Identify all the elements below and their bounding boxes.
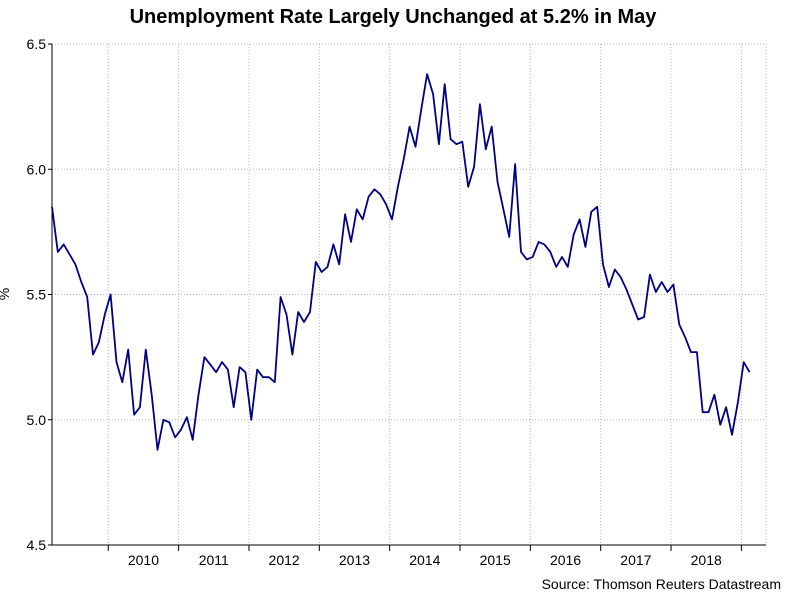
x-tick-label: 2011 <box>199 552 229 568</box>
series-line-unemployment-rate <box>51 73 751 451</box>
chart-title: Unemployment Rate Largely Unchanged at 5… <box>130 6 658 28</box>
x-tick-label: 2013 <box>339 552 370 568</box>
x-tick-label: 2015 <box>480 552 511 568</box>
source-note: Source: Thomson Reuters Datastream <box>542 576 781 592</box>
y-tick-label: 6.5 <box>27 36 47 52</box>
y-axis-label: % <box>0 288 12 300</box>
y-tick-label: 5.0 <box>27 412 47 428</box>
x-tick-label: 2014 <box>409 552 440 568</box>
y-tick-label: 4.5 <box>27 537 47 553</box>
y-tick-labels: 4.5 5.0 5.5 6.0 6.5 <box>27 36 47 553</box>
x-tick-label: 2010 <box>128 552 159 568</box>
x-tick-label: 2016 <box>550 552 581 568</box>
x-tick-label: 2018 <box>691 552 722 568</box>
y-tick-label: 6.0 <box>27 161 47 177</box>
axes <box>48 43 766 551</box>
x-tick-label: 2012 <box>269 552 300 568</box>
x-tick-labels: 2010 2011 2012 2013 2014 2015 2016 2017 2018 <box>128 552 722 568</box>
series-layer <box>51 73 751 451</box>
x-tick-label: 2017 <box>620 552 651 568</box>
grid-lines <box>52 43 767 546</box>
y-tick-label: 5.5 <box>27 287 47 303</box>
